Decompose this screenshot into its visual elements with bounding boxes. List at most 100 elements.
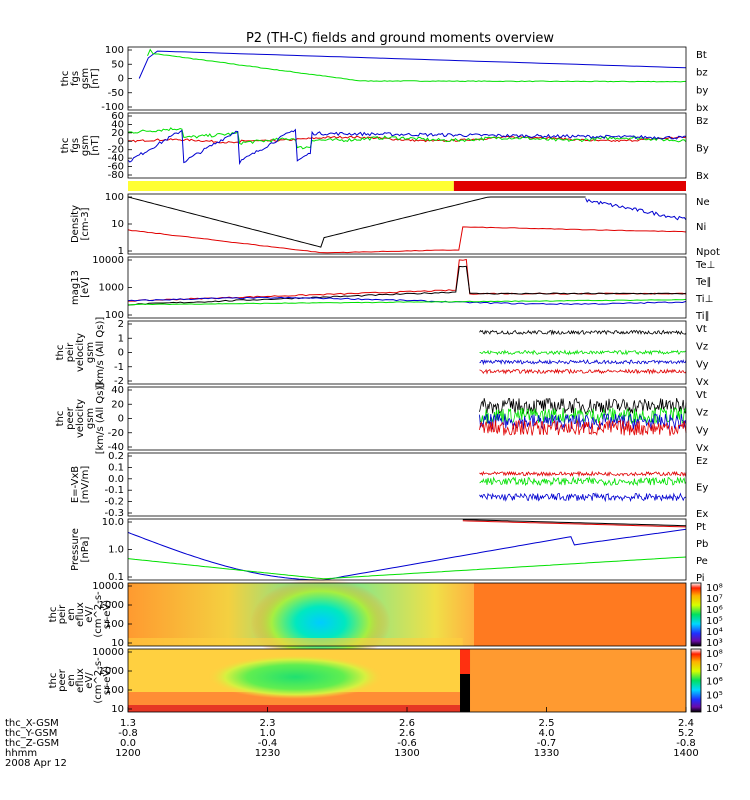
panel-9: Pt Pb Pe Pi 10.0 1.0 0.1 Pressure [nPa]	[70, 517, 708, 584]
mode-bar-segment	[453, 181, 686, 191]
panel-1: Bt bz by bx 100 50 0 -50 -100 thc fgs gsm [nT]	[60, 45, 708, 114]
ephemeris-value: 2.5	[539, 718, 555, 729]
y-axis-label-line: E=-VxB	[70, 466, 81, 503]
y-tick-label: 10000	[92, 255, 124, 266]
legend-entry: bx	[696, 103, 708, 114]
legend-entry: Pi	[696, 573, 705, 584]
legend-entry: Te⊥	[695, 260, 715, 271]
y-tick-label: 0	[118, 414, 124, 425]
colorbar-tick-label: 10³	[706, 638, 723, 649]
colorbar-tick-label: 10⁵	[706, 690, 723, 701]
y-axis-label-line: Pressure	[70, 528, 81, 571]
series-line-By	[127, 127, 687, 150]
y-tick-label: -100	[101, 102, 124, 113]
legend-entry: Pb	[696, 539, 708, 550]
ephemeris-value: -0.6	[397, 738, 417, 749]
y-axis-label-line: sr-eV)	[102, 666, 113, 695]
panel-5: Te⊥ Te∥ Ti⊥ Ti∥ 10000 1000 100 mag13 [eV]	[70, 255, 715, 322]
series-line-Ni	[127, 196, 586, 248]
series-line-Pt	[462, 519, 687, 527]
series-group	[127, 196, 687, 254]
legend-entry: Ne	[696, 197, 710, 208]
series-line-Vx	[479, 413, 687, 430]
y-axis-label: Density [cm-3]	[70, 205, 91, 243]
y-tick-labels: 100 10 1	[105, 192, 132, 257]
legend: Vt Vz Vy Vx	[696, 390, 709, 454]
y-tick-label: 1	[118, 333, 124, 344]
panel-plot-area	[479, 397, 687, 436]
y-tick-label: 20	[111, 128, 124, 139]
y-tick-labels: 0.20.10.0-0.1-0.2-0.3	[104, 451, 132, 519]
y-axis-label-line: eflux	[75, 602, 86, 627]
series-line-Bz	[127, 135, 687, 144]
series-line-Bx	[127, 128, 686, 166]
y-tick-label: 10	[111, 704, 124, 715]
y-tick-label: -40	[108, 153, 124, 164]
y-axis-label-line: fgs	[70, 138, 81, 153]
series-line-Vz	[479, 368, 687, 375]
panel-plot-area	[127, 258, 687, 306]
legend: Bz By Bx	[696, 116, 709, 182]
series-group	[479, 329, 687, 375]
y-tick-label: 100	[105, 685, 124, 696]
y-tick-label: 1	[118, 246, 124, 257]
legend-entry: bz	[696, 68, 708, 79]
spectrogram-feature	[207, 655, 384, 699]
colorbar-tick-label: 10⁴	[706, 704, 723, 715]
panel-frame	[127, 112, 687, 179]
y-tick-labels: 2 1 0 -1 -2	[114, 319, 132, 387]
panel-3	[128, 181, 686, 191]
legend-entry: Bz	[696, 116, 708, 127]
y-axis-label-line: mag13	[70, 270, 81, 305]
y-tick-label: -20	[108, 145, 124, 156]
y-tick-label: 10	[111, 219, 124, 230]
ephemeris-value: 2.3	[260, 718, 276, 729]
legend-entry: Vy	[696, 425, 709, 436]
y-axis-label: thc peer velocity gsm [km/s (All Qs)]	[55, 383, 106, 455]
y-tick-label: 1000	[99, 600, 124, 611]
y-tick-label: 50	[111, 59, 124, 70]
y-axis-label-line: en	[66, 608, 77, 621]
legend-entry: Ey	[696, 483, 708, 494]
y-axis-label-line: gsm	[85, 408, 96, 429]
ephemeris-value: 5.2	[678, 728, 694, 739]
ephemeris-row-label: thc_Y-GSM	[5, 728, 57, 739]
series-line-Vt	[479, 329, 687, 336]
spectrogram-band	[128, 638, 463, 646]
legend: Te⊥ Te∥ Ti⊥ Ti∥	[695, 260, 715, 322]
ephemeris-value: 1300	[394, 748, 419, 759]
colorbar-scale	[690, 648, 702, 713]
y-tick-label: -1	[114, 362, 124, 373]
spectrogram-band	[128, 705, 463, 712]
legend: Vt Vz Vy Vx	[696, 324, 709, 388]
y-axis-label-line: [nPa]	[80, 536, 91, 562]
ephemeris-value: 2.6	[399, 718, 415, 729]
series-line-Ez	[479, 470, 687, 478]
y-axis-label-line: peir	[57, 604, 68, 624]
legend-entry: Ex	[696, 509, 708, 520]
y-axis-label-line: gsm	[80, 135, 91, 156]
y-tick-label: -20	[108, 428, 124, 439]
panel-frame	[127, 582, 687, 647]
y-axis-label-line: fgs	[70, 71, 81, 86]
series-line-bx	[138, 50, 687, 79]
series-line-Ey	[479, 476, 687, 487]
y-tick-label: -40	[108, 442, 124, 453]
y-tick-label: 0	[118, 348, 124, 359]
series-line-Pi	[127, 528, 687, 581]
y-tick-label: -50	[108, 88, 124, 99]
y-tick-label: 100	[105, 192, 124, 203]
ephemeris-value: 4.0	[539, 728, 555, 739]
ephemeris-row-label: thc_X-GSM	[5, 718, 59, 729]
panel-frame	[127, 46, 687, 111]
ephemeris-value: 1400	[673, 748, 698, 759]
y-tick-label: 100	[105, 619, 124, 630]
legend-entry: Vx	[696, 377, 709, 388]
legend: Bt bz by bx	[696, 50, 708, 114]
y-axis-label-line: en	[66, 674, 77, 687]
panel-10: 10⁸10⁷10⁶10⁵10⁴10³10000100010010thcpeire…	[48, 577, 723, 668]
panel-frame	[127, 518, 687, 581]
ephemeris-value: 2.4	[678, 718, 694, 729]
